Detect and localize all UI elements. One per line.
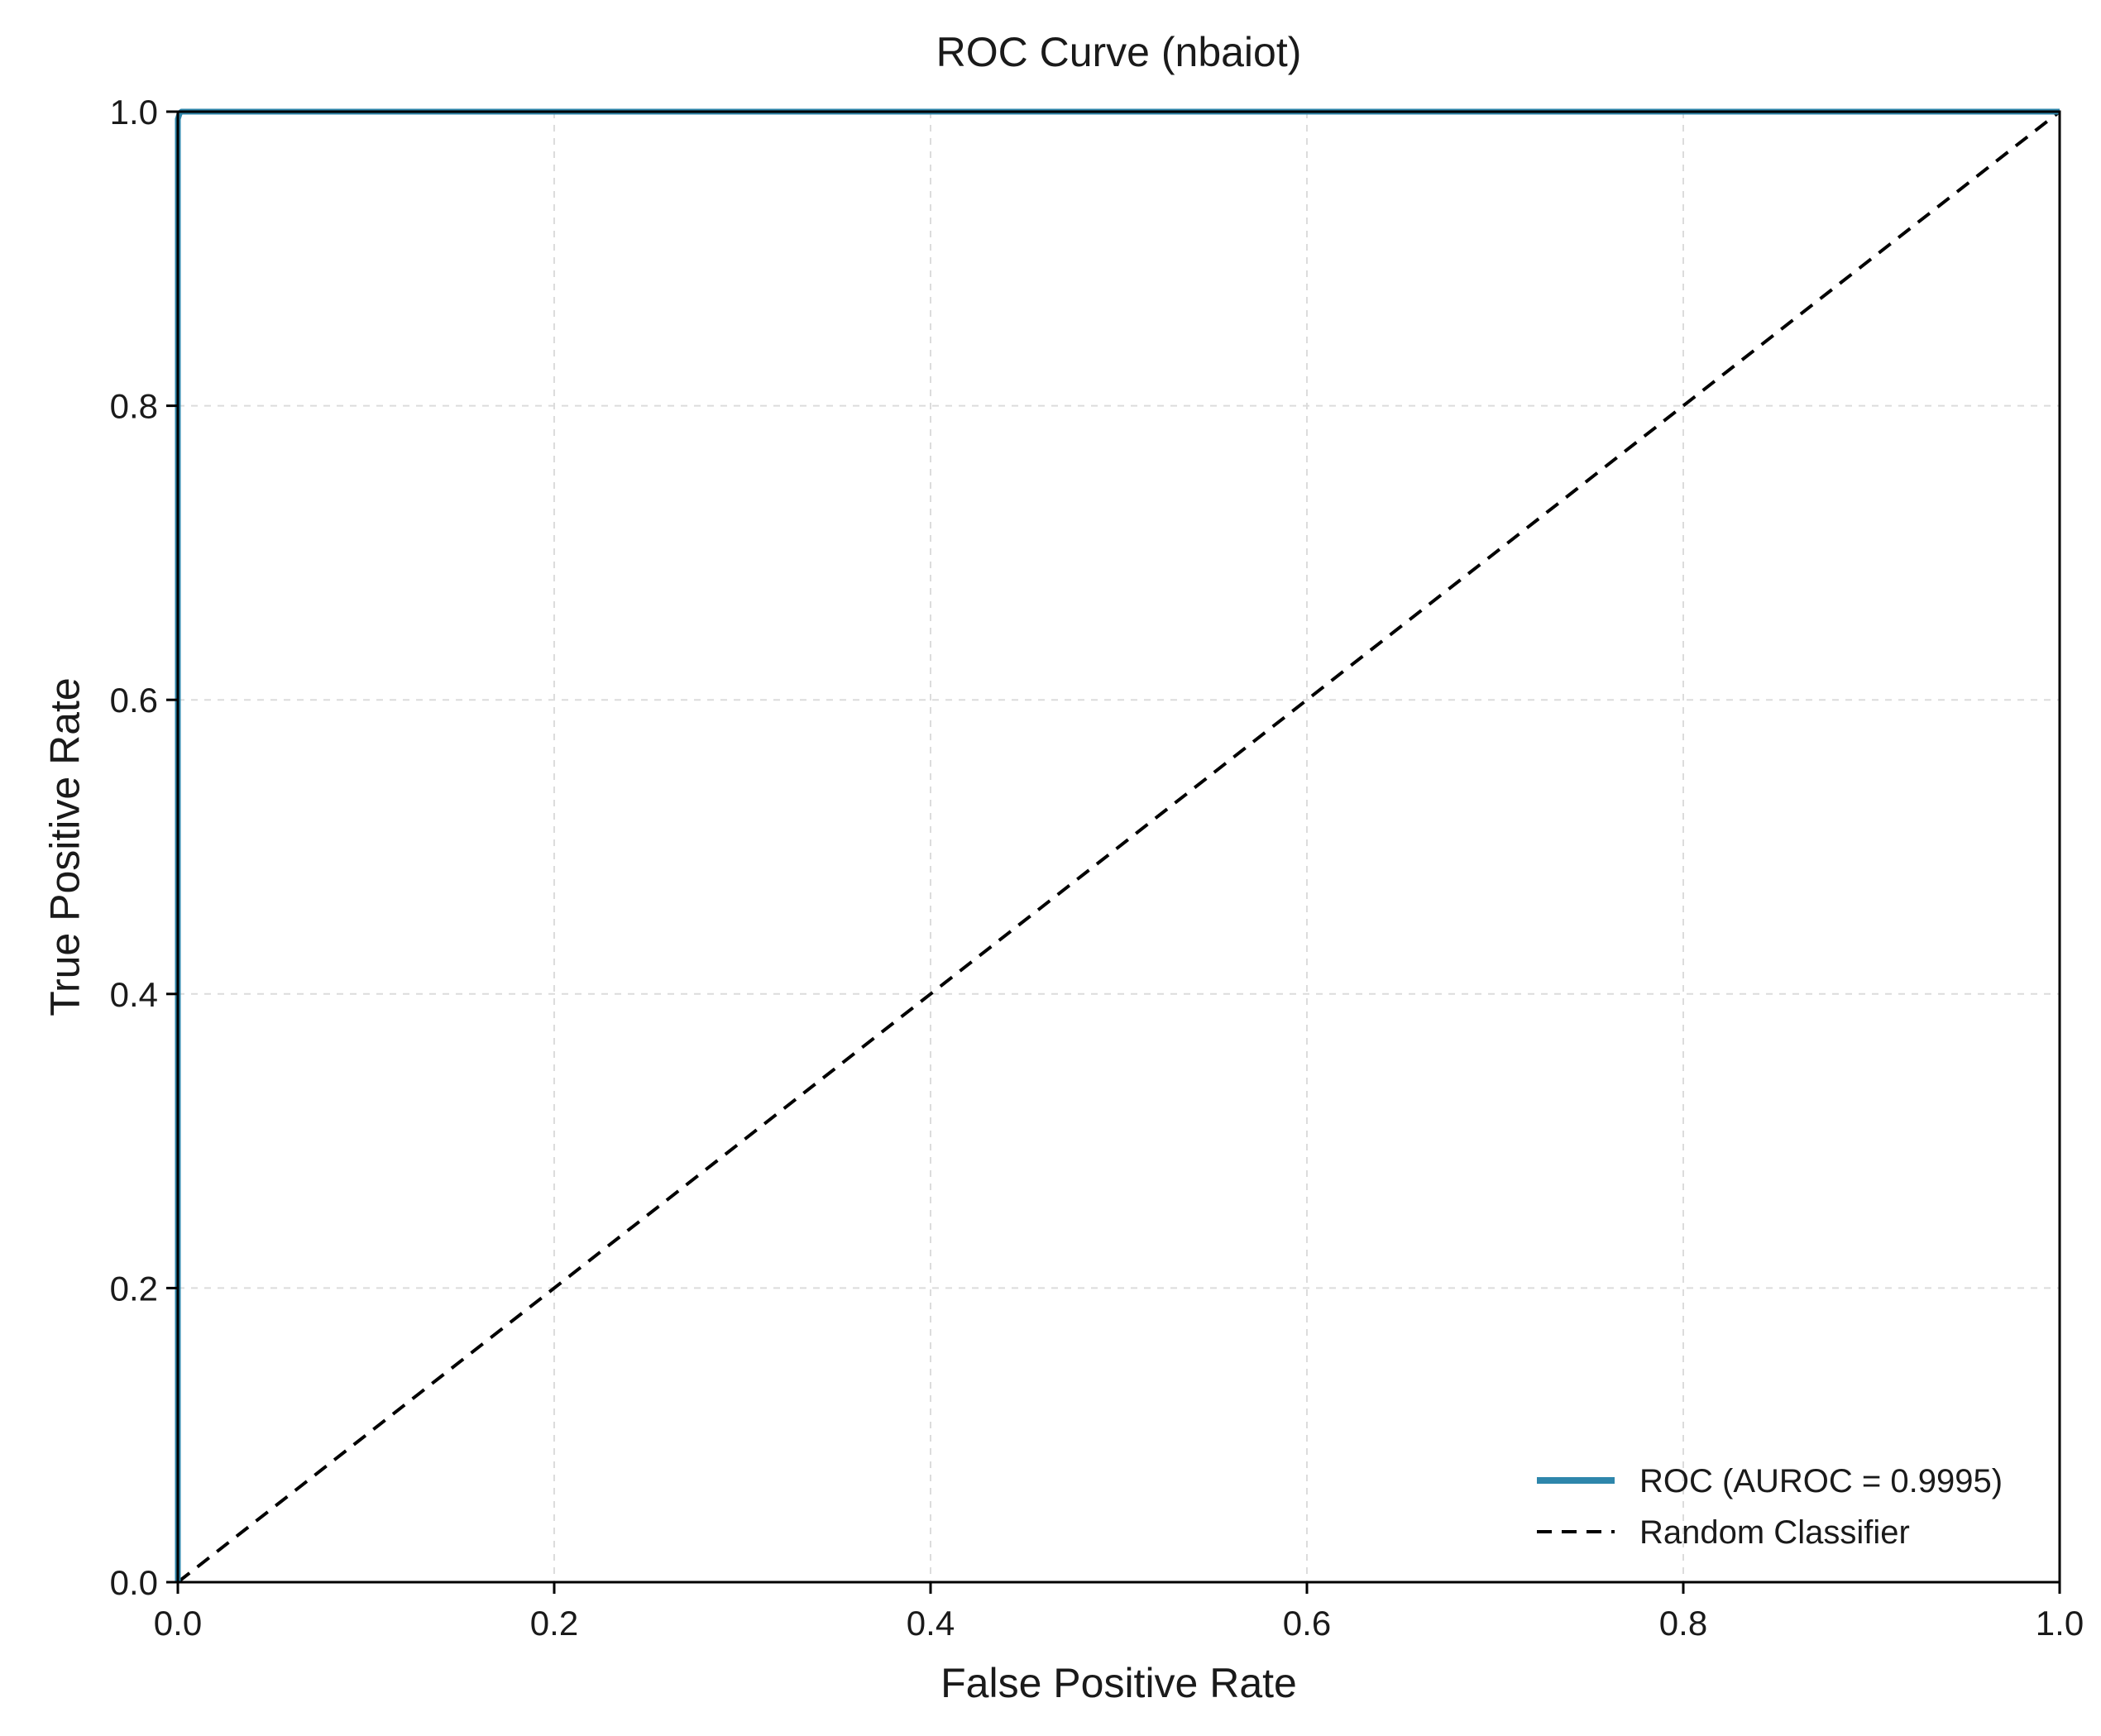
y-tick-label-0: 0.0 [110, 1563, 158, 1602]
random-classifier-line [176, 110, 2061, 1584]
x-tick-label-1: 0.2 [530, 1604, 578, 1643]
legend: ROC (AUROC = 0.9995) Random Classifier [1537, 1463, 2003, 1551]
y-axis-label: True Positive Rate [42, 677, 89, 1016]
y-tick-label-1: 0.2 [110, 1269, 158, 1308]
x-tick-label-4: 0.8 [1659, 1604, 1707, 1643]
x-tick-label-2: 0.4 [907, 1604, 955, 1643]
y-tick-label-4: 0.8 [110, 387, 158, 426]
y-tick-label-5: 1.0 [110, 93, 158, 132]
legend-label-random: Random Classifier [1639, 1514, 1910, 1551]
y-tick-label-2: 0.4 [110, 975, 158, 1014]
y-tick-label-3: 0.6 [110, 681, 158, 720]
legend-label-roc: ROC (AUROC = 0.9995) [1639, 1463, 2003, 1499]
chart-title: ROC Curve (nbaiot) [936, 29, 1302, 75]
x-tick-label-5: 1.0 [2036, 1604, 2084, 1643]
x-tick-label-3: 0.6 [1283, 1604, 1331, 1643]
axis-ticks: 0.0 0.2 0.4 0.6 0.8 1.0 0.0 0.2 0.4 0.6 0.8 1.0 [110, 93, 2084, 1643]
plot-frame [176, 110, 2061, 1584]
x-tick-label-0: 0.0 [154, 1604, 202, 1643]
x-axis-label: False Positive Rate [940, 1660, 1297, 1706]
